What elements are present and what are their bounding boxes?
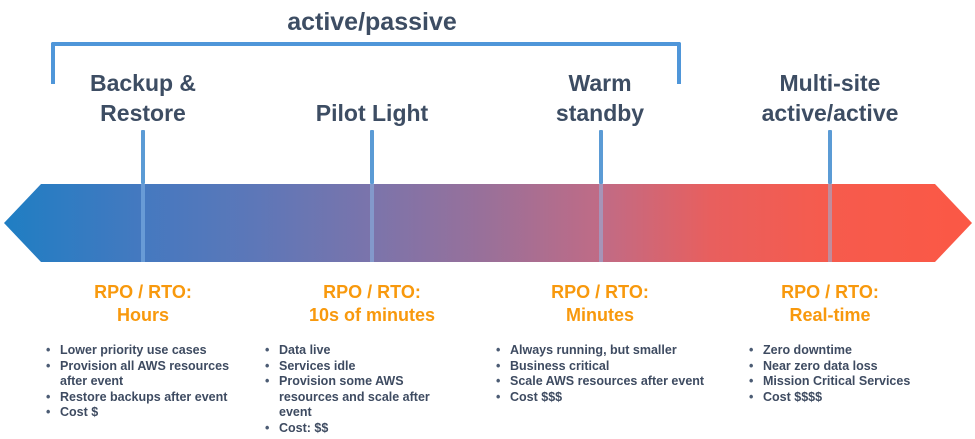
bullet-list-multi-site: Zero downtime Near zero data loss Missio… xyxy=(748,343,948,405)
spectrum-gradient-arrow xyxy=(4,184,972,262)
strategy-label-line2: Pilot Light xyxy=(315,100,429,126)
connector-streak xyxy=(599,184,603,262)
rpo-rto-value: Hours xyxy=(116,305,169,325)
list-item: Provision some AWS resources and scale a… xyxy=(264,374,464,421)
list-item: Services idle xyxy=(264,359,464,375)
list-item: Cost $ xyxy=(45,405,240,421)
strategy-label-line1: Backup & xyxy=(89,70,197,96)
rpo-rto-multi-site: RPO / RTO: Real-time xyxy=(730,281,930,327)
rpo-rto-label: RPO / RTO: xyxy=(781,282,879,302)
bullet-list-backup-restore: Lower priority use cases Provision all A… xyxy=(45,343,240,421)
list-item: Always running, but smaller xyxy=(495,343,715,359)
rpo-rto-pilot-light: RPO / RTO: 10s of minutes xyxy=(272,281,472,327)
rpo-rto-backup-restore: RPO / RTO: Hours xyxy=(43,281,243,327)
list-item: Restore backups after event xyxy=(45,390,240,406)
strategy-label-line2: Restore xyxy=(100,100,186,126)
list-item: Mission Critical Services xyxy=(748,374,948,390)
connector-streak xyxy=(141,184,145,262)
list-item: Cost: $$ xyxy=(264,421,464,437)
rpo-rto-value: Minutes xyxy=(565,305,634,325)
strategy-label-line2: standby xyxy=(555,100,645,126)
list-item: Cost $$$$ xyxy=(748,390,948,406)
strategy-label-warm-standby: Warm standby xyxy=(490,68,710,128)
connector-line-warm-standby xyxy=(599,130,603,184)
list-item: Provision all AWS resources after event xyxy=(45,359,240,390)
list-item: Business critical xyxy=(495,359,715,375)
rpo-rto-value: Real-time xyxy=(789,305,871,325)
connector-line-backup-restore xyxy=(141,130,145,184)
connector-line-pilot-light xyxy=(370,130,374,184)
list-item: Data live xyxy=(264,343,464,359)
strategy-label-backup-restore: Backup & Restore xyxy=(33,68,253,128)
strategy-label-pilot-light: Pilot Light xyxy=(262,98,482,128)
rpo-rto-label: RPO / RTO: xyxy=(551,282,649,302)
connector-streak xyxy=(828,184,832,262)
rpo-rto-label: RPO / RTO: xyxy=(94,282,192,302)
rpo-rto-value: 10s of minutes xyxy=(308,305,436,325)
list-item: Lower priority use cases xyxy=(45,343,240,359)
list-item: Near zero data loss xyxy=(748,359,948,375)
connector-streak xyxy=(370,184,374,262)
rpo-rto-warm-standby: RPO / RTO: Minutes xyxy=(500,281,700,327)
active-passive-bracket xyxy=(51,42,681,84)
list-item: Zero downtime xyxy=(748,343,948,359)
bullet-list-pilot-light: Data live Services idle Provision some A… xyxy=(264,343,464,436)
connector-line-multi-site xyxy=(828,130,832,184)
list-item: Scale AWS resources after event xyxy=(495,374,715,390)
strategy-label-line1: Multi-site xyxy=(779,70,881,96)
strategy-label-line1: Warm xyxy=(568,70,632,96)
list-item: Cost $$$ xyxy=(495,390,715,406)
active-passive-title: active/passive xyxy=(287,8,457,36)
strategy-label-multi-site: Multi-site active/active xyxy=(720,68,940,128)
bullet-list-warm-standby: Always running, but smaller Business cri… xyxy=(495,343,715,405)
rpo-rto-label: RPO / RTO: xyxy=(323,282,421,302)
strategy-label-line2: active/active xyxy=(761,100,899,126)
